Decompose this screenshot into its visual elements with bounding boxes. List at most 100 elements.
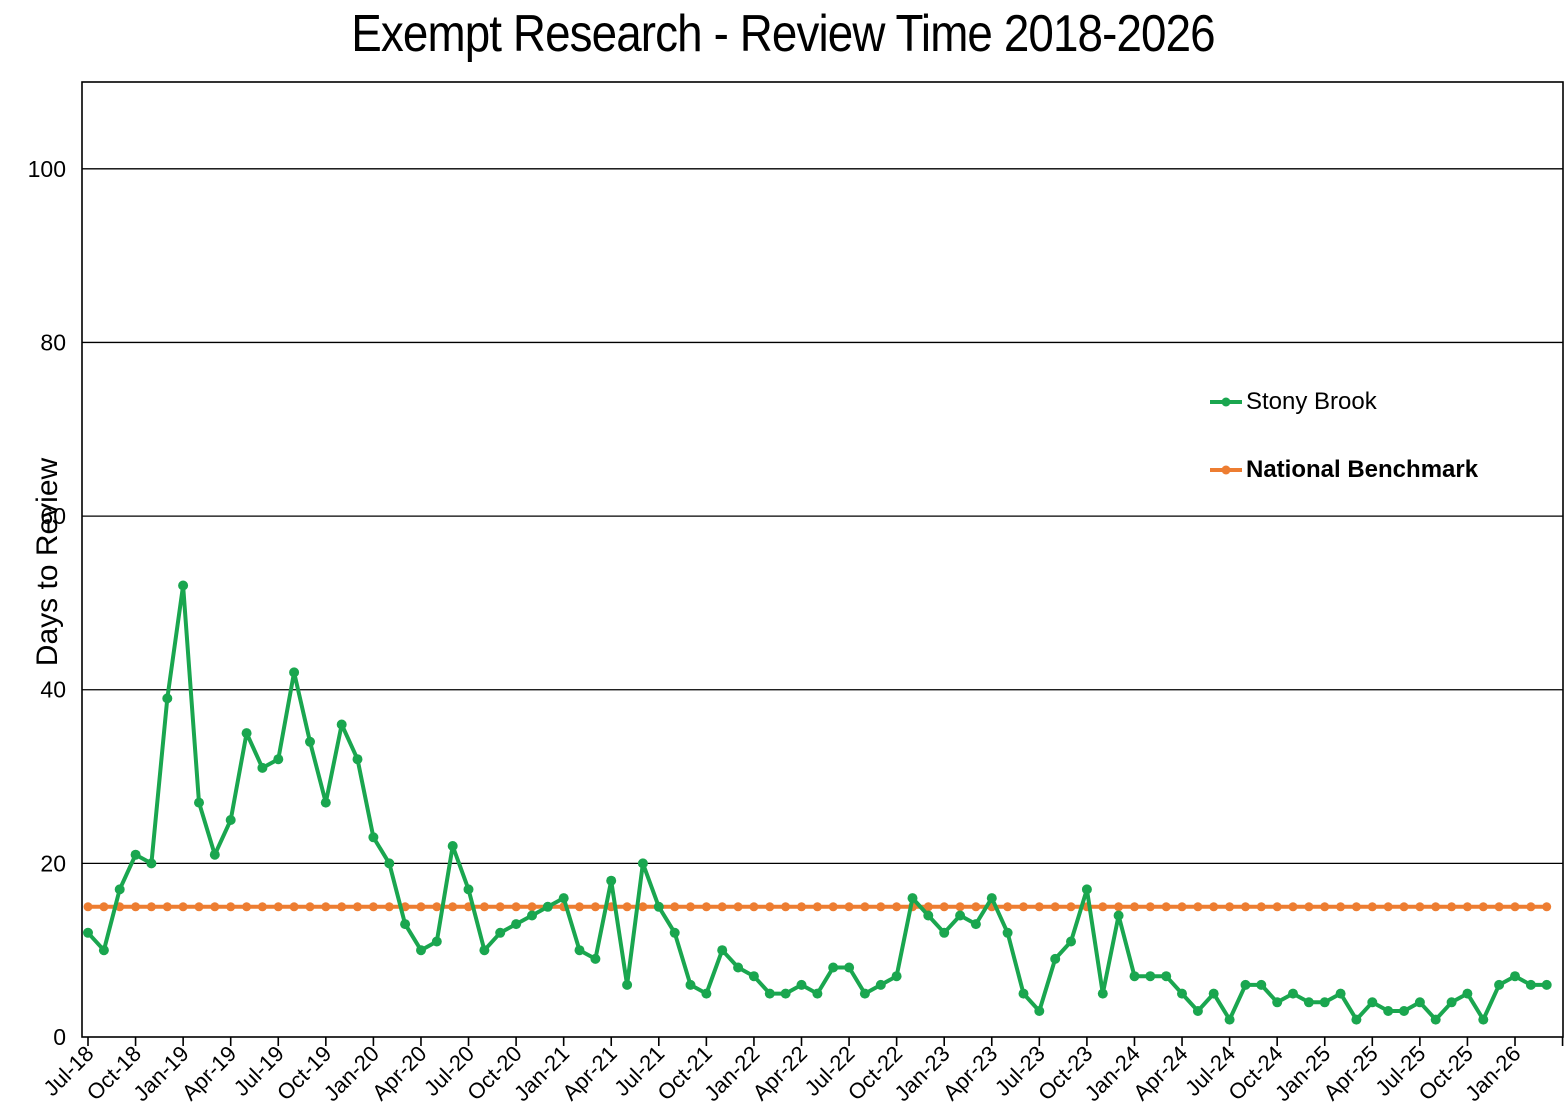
stony-brook-point [527, 910, 537, 921]
stony-brook-point [320, 797, 331, 808]
benchmark-point [1193, 902, 1203, 912]
stony-brook-point [1414, 997, 1425, 1008]
stony-brook-line [86, 583, 1549, 1022]
benchmark-point [1320, 902, 1330, 912]
benchmark-point [1431, 902, 1441, 912]
stony-brook-point [1256, 979, 1267, 990]
x-tick-label: Apr-20 [367, 1041, 431, 1105]
benchmark-point [1272, 902, 1282, 912]
benchmark-point [1241, 902, 1250, 912]
stony-brook-point [1303, 997, 1314, 1008]
stony-brook-point [241, 728, 252, 739]
stony-brook-point [1066, 936, 1076, 947]
benchmark-point [733, 902, 743, 912]
stony-brook-point [1192, 1006, 1203, 1016]
stony-brook-point [542, 901, 553, 912]
benchmark-point [511, 902, 521, 912]
stony-brook-point [1383, 1006, 1394, 1016]
stony-brook-point [859, 988, 870, 999]
stony-brook-point [685, 979, 696, 990]
stony-brook-point [130, 849, 141, 860]
benchmark-point [226, 902, 236, 912]
stony-brook-point [1319, 997, 1330, 1008]
benchmark-point [448, 902, 458, 912]
benchmark-point [337, 902, 347, 912]
x-tick-label: Apr-21 [557, 1041, 621, 1105]
stony-brook-point [1018, 988, 1029, 999]
stony-brook-point [83, 927, 93, 938]
benchmark-point [257, 902, 267, 912]
stony-brook-point [495, 927, 506, 938]
stony-brook-point [1177, 988, 1187, 999]
stony-brook-point [558, 893, 569, 904]
benchmark-point [1478, 902, 1488, 912]
legend-label-stony-brook: Stony Brook [1246, 388, 1377, 415]
benchmark-point [131, 902, 141, 912]
benchmark-point [876, 902, 886, 912]
stony-brook-point [1462, 988, 1473, 999]
benchmark-point [923, 902, 933, 912]
benchmark-point [368, 902, 378, 912]
stony-brook-point [463, 884, 474, 895]
stony-brook-point [923, 910, 934, 921]
stony-brook-point [748, 971, 759, 982]
stony-brook-point [1478, 1014, 1489, 1025]
stony-brook-point [701, 988, 712, 999]
stony-brook-point [606, 875, 617, 886]
y-tick-label: 100 [28, 156, 66, 182]
stony-brook-point [305, 736, 315, 747]
benchmark-point [939, 902, 949, 912]
benchmark-point [1114, 902, 1124, 912]
benchmark-point [590, 902, 600, 912]
stony-brook-point [209, 849, 220, 860]
benchmark-point [781, 902, 791, 912]
benchmark-point [384, 902, 394, 912]
stony-brook-point [431, 936, 442, 947]
benchmark-point [321, 902, 331, 912]
benchmark-point [146, 902, 156, 912]
benchmark-point [1034, 902, 1044, 912]
benchmark-point [686, 902, 695, 912]
benchmark-point [1066, 902, 1076, 912]
benchmark-point [812, 902, 822, 912]
benchmark-point [1050, 902, 1060, 912]
benchmark-point [1462, 902, 1472, 912]
benchmark-point [273, 902, 283, 912]
benchmark-point [1336, 902, 1346, 912]
stony-brook-point [416, 945, 426, 956]
stony-brook-point [352, 754, 363, 765]
legend-entry-national-benchmark: National Benchmark [1210, 456, 1478, 484]
stony-brook-point [622, 979, 633, 990]
x-tick-label: Apr-22 [748, 1041, 812, 1105]
benchmark-point [1494, 902, 1504, 912]
benchmark-point [83, 902, 93, 912]
stony-brook-point [479, 945, 490, 956]
benchmark-point [1383, 902, 1393, 912]
stony-brook-point [1430, 1014, 1441, 1025]
benchmark-point [701, 902, 711, 912]
benchmark-point [844, 902, 854, 912]
stony-brook-point [891, 971, 902, 982]
benchmark-point [210, 902, 220, 912]
benchmark-point [1225, 902, 1235, 912]
benchmark-point [1019, 902, 1028, 912]
stony-brook-point [146, 858, 157, 869]
benchmark-point [1399, 902, 1409, 912]
y-tick-label: 20 [40, 850, 66, 876]
benchmark-point [1510, 902, 1520, 912]
stony-brook-point [1002, 927, 1013, 938]
stony-brook-point [1097, 988, 1108, 999]
stony-brook-point [1494, 979, 1505, 990]
stony-brook-point [812, 988, 823, 999]
stony-brook-point [1288, 988, 1298, 999]
stony-brook-point [637, 858, 648, 869]
stony-brook-point [1161, 971, 1172, 982]
benchmark-point [622, 902, 632, 912]
plot-border [81, 81, 1564, 1038]
stony-brook-point [178, 580, 189, 591]
x-tick-label: Apr-25 [1318, 1041, 1382, 1105]
stony-brook-point [1367, 997, 1378, 1008]
benchmark-point [717, 902, 727, 912]
legend-entry-stony-brook: Stony Brook [1210, 388, 1377, 416]
